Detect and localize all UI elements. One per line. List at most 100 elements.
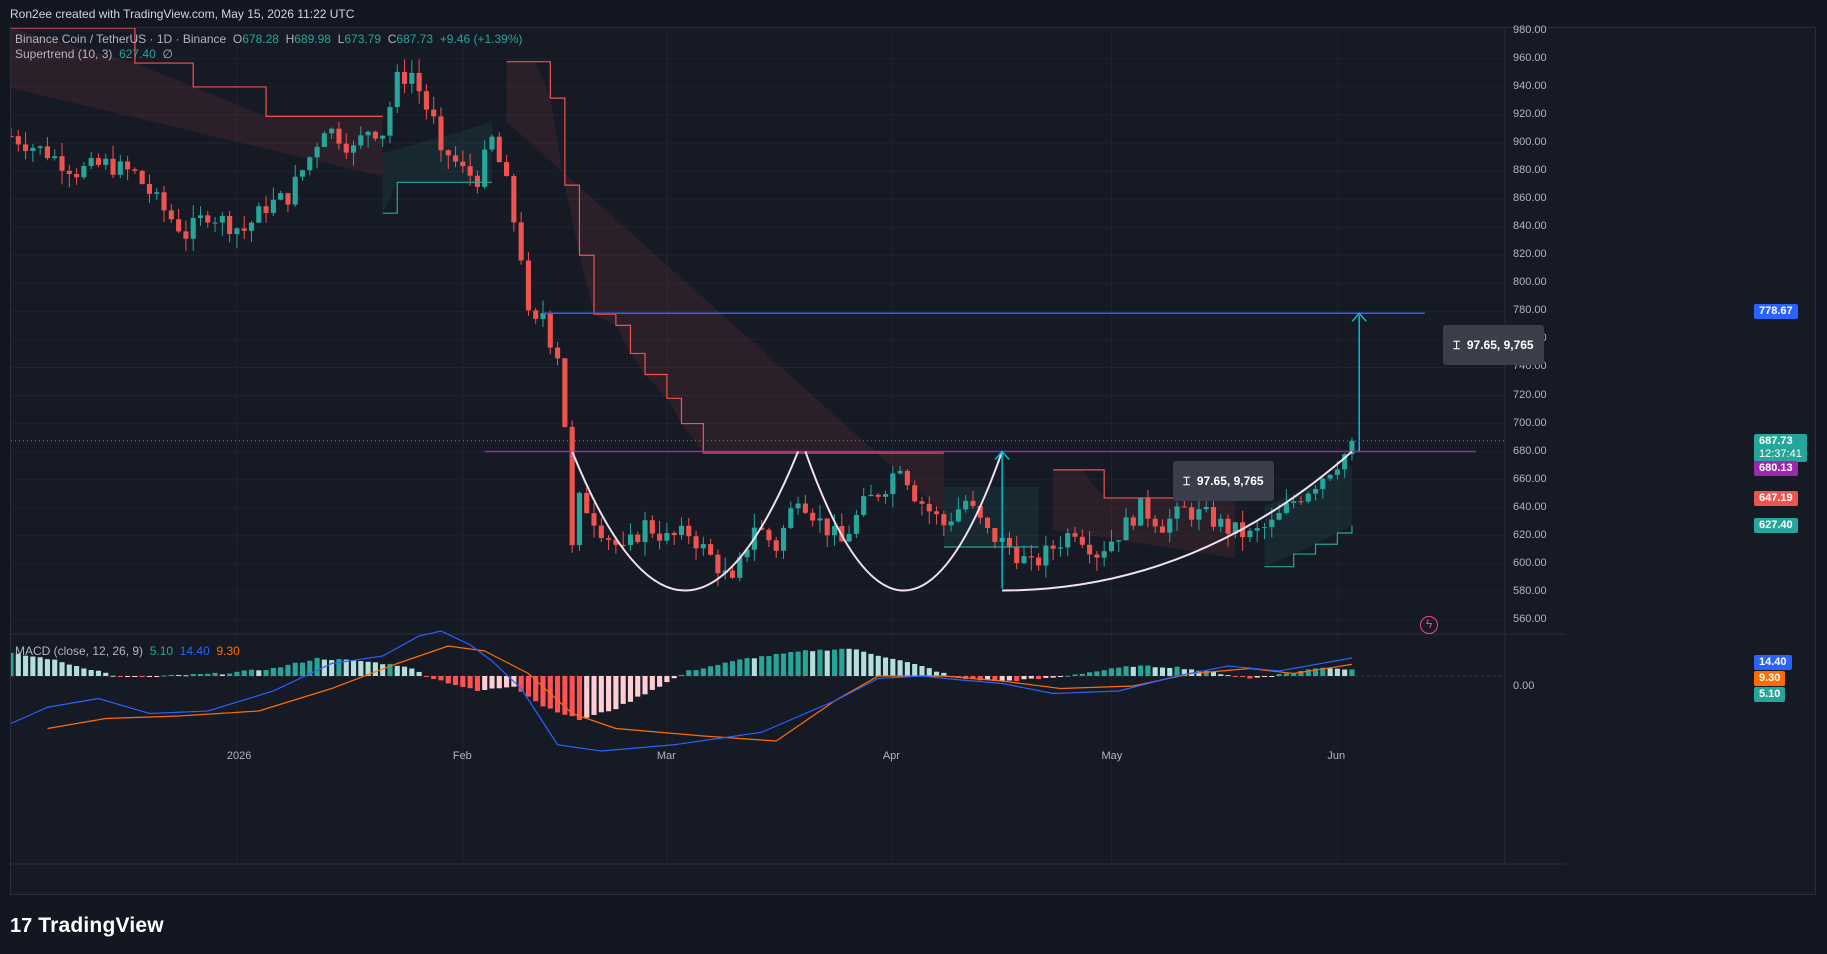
macd-histogram-bar — [15, 653, 21, 676]
macd-histogram-bar — [875, 655, 881, 676]
macd-histogram-bar — [387, 663, 393, 676]
macd-histogram-bar — [686, 670, 692, 676]
measure-label-left[interactable]: ⌶ 97.65, 9,765 — [1173, 461, 1274, 501]
macd-histogram-bar — [970, 676, 976, 680]
macd-histogram-bar — [576, 676, 582, 721]
macd-histogram-bar — [474, 676, 480, 691]
macd-histogram-bar — [1298, 670, 1304, 676]
candle-body — [81, 165, 87, 178]
measure-label-right[interactable]: ⌶ 97.65, 9,765 — [1443, 325, 1544, 365]
macd-histogram-bar — [569, 676, 575, 717]
candle-body — [1065, 533, 1071, 548]
price-axis-tick: 920.00 — [1513, 107, 1547, 120]
time-axis-tick: May — [1101, 750, 1123, 762]
candle-body — [934, 511, 940, 515]
candle-body — [1320, 478, 1326, 490]
candle-body — [868, 494, 874, 497]
macd-histogram-bar — [132, 676, 138, 677]
supertrend-legend[interactable]: Supertrend (10, 3) 627.40 ∅ — [15, 47, 173, 61]
macd-label: MACD (close, 12, 26, 9) — [15, 644, 144, 658]
macd-histogram-bar — [263, 670, 269, 676]
candle-body — [591, 513, 597, 526]
candle-body — [292, 176, 298, 205]
supertrend-line — [1053, 469, 1236, 499]
macd-histogram-bar — [453, 676, 459, 686]
supertrend-line — [1264, 525, 1353, 568]
macd-histogram-bar — [445, 676, 451, 684]
macd-histogram-bar — [824, 650, 830, 676]
candle-body — [248, 222, 255, 231]
chart-canvas[interactable] — [11, 28, 1815, 894]
candle-body — [715, 554, 721, 574]
price-axis-tick: 980.00 — [1513, 23, 1547, 36]
candle-body — [307, 157, 313, 171]
chart-panel[interactable]: Binance Coin / TetherUS · 1D · Binance O… — [10, 23, 1816, 895]
candle-body — [212, 222, 218, 224]
candle-body — [861, 496, 867, 516]
bar-countdown: 12:37:41 — [1759, 448, 1802, 460]
price-axis-tick: 560.00 — [1513, 612, 1547, 625]
candle-body — [1028, 556, 1034, 558]
macd-histogram-bar — [606, 676, 612, 712]
candle-body — [161, 192, 167, 211]
macd-histogram-bar — [1276, 673, 1282, 676]
time-axis-tick: 2026 — [226, 750, 252, 762]
macd-histogram-bar — [759, 656, 765, 676]
macd-histogram-bar — [540, 676, 546, 707]
change-value: +9.46 (+1.39%) — [439, 32, 523, 46]
candle-body — [992, 527, 998, 542]
macd-histogram-bar — [1036, 676, 1042, 680]
macd-histogram-bar — [985, 676, 991, 680]
lightning-alert-icon[interactable]: ϟ — [1420, 616, 1438, 634]
candle-body — [154, 192, 160, 194]
candle-body — [467, 166, 473, 176]
macd-histogram-bar — [1130, 666, 1136, 676]
macd-histogram-bar — [103, 672, 109, 676]
macd-legend[interactable]: MACD (close, 12, 26, 9) 5.10 14.40 9.30 — [15, 644, 240, 658]
candle-body — [438, 116, 444, 151]
candle-body — [336, 128, 342, 144]
macd-histogram-bar — [1320, 667, 1326, 676]
macd-histogram-bar — [715, 664, 721, 676]
candle-body — [445, 150, 451, 156]
macd-histogram-bar — [125, 676, 131, 677]
candle-body — [598, 525, 604, 539]
candle-body — [1101, 551, 1107, 558]
macd-histogram-bar — [999, 676, 1005, 681]
macd-histogram-bar — [1145, 665, 1151, 676]
candle-body — [576, 492, 582, 546]
macd-histogram-bar — [372, 662, 378, 676]
macd-histogram-bar — [904, 662, 910, 676]
symbol-legend[interactable]: Binance Coin / TetherUS · 1D · Binance O… — [15, 32, 523, 46]
footer-branding[interactable]: 17 TradingView — [10, 912, 164, 940]
macd-histogram-bar — [649, 676, 655, 690]
candle-body — [678, 525, 685, 536]
candle-body — [146, 183, 153, 194]
macd-histogram-bar — [518, 676, 524, 692]
candle-body — [227, 215, 233, 235]
macd-histogram-bar — [95, 670, 102, 676]
candle-body — [270, 199, 276, 213]
candle-body — [1342, 454, 1348, 470]
macd-histogram-bar — [1334, 668, 1340, 676]
macd-histogram-bar — [817, 649, 823, 676]
macd-histogram-bar — [1006, 676, 1012, 681]
price-axis-tick: 960.00 — [1513, 51, 1547, 64]
supertrend-fill-area — [1264, 465, 1352, 567]
macd-histogram-bar — [219, 674, 225, 676]
supertrend-value: 627.40 — [119, 47, 156, 61]
candle-body — [1130, 517, 1136, 526]
attribution-header: Ron2ee created with TradingView.com, May… — [10, 7, 355, 21]
macd-hist-value: 5.10 — [149, 644, 174, 658]
macd-histogram-bar — [934, 671, 940, 676]
macd-histogram-bar — [1057, 676, 1063, 677]
price-axis-tick: 860.00 — [1513, 192, 1547, 205]
macd-histogram-bar — [525, 676, 531, 697]
candle-body — [1087, 544, 1093, 555]
macd-histogram-bar — [555, 676, 561, 713]
macd-histogram-bar — [1159, 667, 1166, 676]
tradingview-wordmark: TradingView — [38, 914, 164, 937]
candle-body — [613, 539, 619, 545]
macd-histogram-bar — [722, 662, 728, 676]
macd-histogram-bar — [1138, 665, 1144, 676]
